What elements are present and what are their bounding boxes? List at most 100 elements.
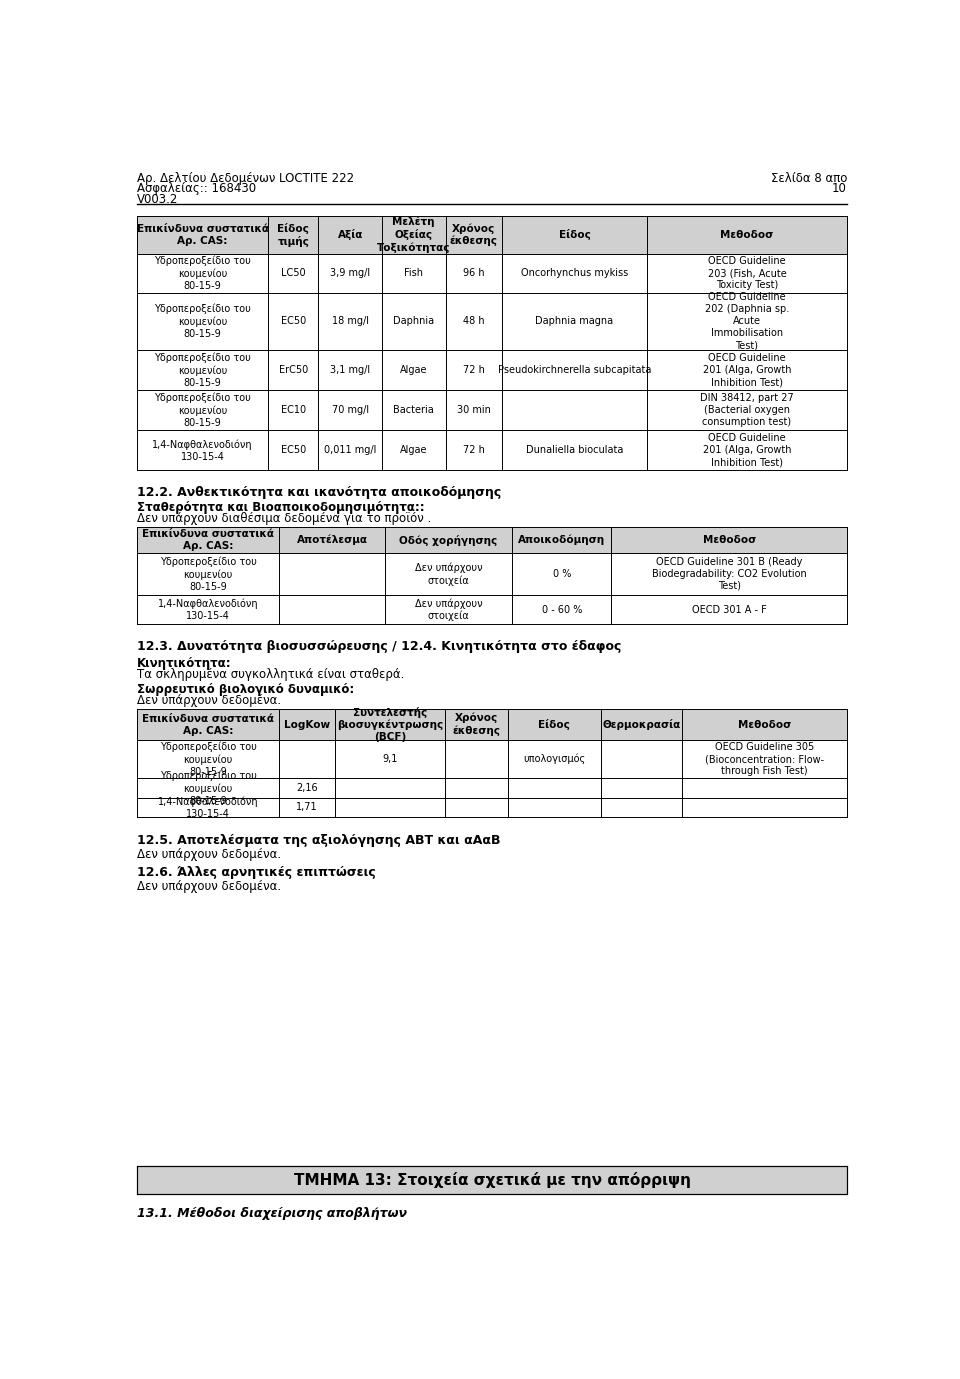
- Bar: [137, 292, 847, 350]
- Text: ΤΜΗΜΑ 13: Στοιχεία σχετικά με την απόρριψη: ΤΜΗΜΑ 13: Στοιχεία σχετικά με την απόρρι…: [294, 1172, 690, 1189]
- Bar: [137, 215, 847, 254]
- Text: Θερμοκρασία: Θερμοκρασία: [602, 718, 681, 729]
- Text: Ασφαλείας:: 168430: Ασφαλείας:: 168430: [137, 182, 256, 196]
- Text: Επικίνδυνα συστατικά
Αρ. CAS:: Επικίνδυνα συστατικά Αρ. CAS:: [142, 530, 274, 552]
- Text: 12.3. Δυνατότητα βιοσυσσώρευσης / 12.4. Κινητικότητα στο έδαφος: 12.3. Δυνατότητα βιοσυσσώρευσης / 12.4. …: [137, 640, 621, 652]
- Text: Αποτέλεσμα: Αποτέλεσμα: [297, 535, 368, 545]
- Text: 10: 10: [832, 182, 847, 196]
- Text: Algae: Algae: [400, 445, 427, 455]
- Text: OECD Guideline 305
(Bioconcentration: Flow-
through Fish Test): OECD Guideline 305 (Bioconcentration: Fl…: [705, 742, 824, 776]
- Text: Υδροπεροξείδιο του
κουμενίου
80-15-9: Υδροπεροξείδιο του κουμενίου 80-15-9: [159, 742, 256, 776]
- Text: Δεν υπάρχουν
στοιχεία: Δεν υπάρχουν στοιχεία: [415, 563, 483, 586]
- Bar: [137, 553, 847, 596]
- Text: υπολογισμός: υπολογισμός: [523, 754, 586, 764]
- Text: 12.5. Αποτελέσματα της αξιολόγησης ΑΒΤ και αΑαΒ: 12.5. Αποτελέσματα της αξιολόγησης ΑΒΤ κ…: [137, 834, 500, 847]
- Bar: [137, 797, 847, 816]
- Text: Υδροπεροξείδιο του
κουμενίου
80-15-9: Υδροπεροξείδιο του κουμενίου 80-15-9: [159, 556, 256, 592]
- Text: 3,9 mg/l: 3,9 mg/l: [330, 269, 371, 279]
- Text: Σωρρευτικό βιολογικό δυναμικό:: Σωρρευτικό βιολογικό δυναμικό:: [137, 683, 354, 696]
- Text: 1,4-Ναφθαλενοδιόνη
130-15-4: 1,4-Ναφθαλενοδιόνη 130-15-4: [153, 439, 252, 462]
- Text: Οδός χορήγησης: Οδός χορήγησης: [399, 535, 497, 546]
- Text: OECD Guideline
203 (Fish, Acute
Toxicity Test): OECD Guideline 203 (Fish, Acute Toxicity…: [708, 256, 786, 291]
- Text: LogKow: LogKow: [284, 720, 330, 729]
- Text: Είδος: Είδος: [559, 229, 590, 240]
- Text: Μεθοδοσ: Μεθοδοσ: [738, 720, 791, 729]
- Text: Daphnia magna: Daphnia magna: [536, 316, 613, 327]
- Text: Daphnia: Daphnia: [394, 316, 434, 327]
- Text: 9,1: 9,1: [382, 754, 397, 764]
- Text: LC50: LC50: [281, 269, 305, 279]
- Text: OECD Guideline
202 (Daphnia sp.
Acute
Immobilisation
Test): OECD Guideline 202 (Daphnia sp. Acute Im…: [705, 292, 789, 350]
- Text: Σελίδα 8 απο: Σελίδα 8 απο: [771, 171, 847, 185]
- Text: Χρόνος
έκθεσης: Χρόνος έκθεσης: [452, 713, 500, 736]
- Text: Αρ. Δελτίου Δεδομένων: Αρ. Δελτίου Δεδομένων: [137, 171, 276, 185]
- Text: Μεθοδοσ: Μεθοδοσ: [720, 230, 774, 240]
- Bar: [137, 350, 847, 390]
- Text: Τα σκληρυμένα συγκολλητικά είναι σταθερά.: Τα σκληρυμένα συγκολλητικά είναι σταθερά…: [137, 667, 404, 680]
- Bar: [137, 709, 847, 741]
- Text: 12.2. Ανθεκτικότητα και ικανότητα αποικοδόμησης: 12.2. Ανθεκτικότητα και ικανότητα αποικο…: [137, 485, 501, 499]
- Text: 0 - 60 %: 0 - 60 %: [541, 605, 582, 615]
- Text: Είδος: Είδος: [539, 718, 570, 729]
- Text: OECD Guideline
201 (Alga, Growth
Inhibition Test): OECD Guideline 201 (Alga, Growth Inhibit…: [703, 433, 791, 467]
- Text: 72 h: 72 h: [463, 445, 485, 455]
- Bar: [137, 430, 847, 470]
- Text: ErC50: ErC50: [278, 365, 308, 375]
- Text: Χρόνος
έκθεσης: Χρόνος έκθεσης: [450, 223, 498, 247]
- Text: Fish: Fish: [404, 269, 423, 279]
- Text: Μεθοδοσ: Μεθοδοσ: [703, 535, 756, 545]
- Text: 0 %: 0 %: [553, 570, 571, 579]
- Text: Δεν υπάρχουν δεδομένα.: Δεν υπάρχουν δεδομένα.: [137, 694, 281, 706]
- Text: EC50: EC50: [280, 445, 306, 455]
- Text: EC50: EC50: [280, 316, 306, 327]
- Text: Συντελεστής
βιοσυγκέντρωσης
(BCF): Συντελεστής βιοσυγκέντρωσης (BCF): [337, 706, 444, 742]
- Text: Pseudokirchnerella subcapitata: Pseudokirchnerella subcapitata: [498, 365, 651, 375]
- Text: Επικίνδυνα συστατικά
Αρ. CAS:: Επικίνδυνα συστατικά Αρ. CAS:: [142, 713, 274, 735]
- Text: Κινητικότητα:: Κινητικότητα:: [137, 656, 231, 670]
- Text: Μελέτη
Οξείας
Τοξικότητας: Μελέτη Οξείας Τοξικότητας: [377, 217, 450, 252]
- Text: 12.6. Άλλες αρνητικές επιπτώσεις: 12.6. Άλλες αρνητικές επιπτώσεις: [137, 866, 375, 880]
- Text: 1,71: 1,71: [297, 803, 318, 812]
- Text: Υδροπεροξείδιο του
κουμενίου
80-15-9: Υδροπεροξείδιο του κουμενίου 80-15-9: [155, 255, 251, 291]
- Text: Bacteria: Bacteria: [394, 405, 434, 415]
- Text: Επικίνδυνα συστατικά
Αρ. CAS:: Επικίνδυνα συστατικά Αρ. CAS:: [136, 223, 269, 245]
- Text: 70 mg/l: 70 mg/l: [331, 405, 369, 415]
- Text: Υδροπεροξείδιο του
κουμενίου
80-15-9: Υδροπεροξείδιο του κουμενίου 80-15-9: [155, 303, 251, 339]
- Text: Δεν υπάρχουν δεδομένα.: Δεν υπάρχουν δεδομένα.: [137, 848, 281, 860]
- Text: 13.1. Μέθοδοι διαχείρισης αποβλήτων: 13.1. Μέθοδοι διαχείρισης αποβλήτων: [137, 1207, 407, 1219]
- Text: DIN 38412, part 27
(Bacterial oxygen
consumption test): DIN 38412, part 27 (Bacterial oxygen con…: [700, 393, 794, 427]
- Text: 96 h: 96 h: [463, 269, 485, 279]
- Bar: [137, 741, 847, 778]
- Text: LOCTITE 222: LOCTITE 222: [278, 171, 354, 185]
- Text: Υδροπεροξείδιο του
κουμενίου
80-15-9: Υδροπεροξείδιο του κουμενίου 80-15-9: [159, 771, 256, 805]
- Text: 72 h: 72 h: [463, 365, 485, 375]
- Text: 48 h: 48 h: [463, 316, 485, 327]
- Bar: [137, 778, 847, 797]
- Bar: [137, 390, 847, 430]
- Text: Δεν υπάρχουν
στοιχεία: Δεν υπάρχουν στοιχεία: [415, 598, 483, 622]
- Text: 3,1 mg/l: 3,1 mg/l: [330, 365, 371, 375]
- Text: Oncorhynchus mykiss: Oncorhynchus mykiss: [521, 269, 628, 279]
- Bar: [137, 527, 847, 553]
- Text: Dunaliella bioculata: Dunaliella bioculata: [526, 445, 623, 455]
- Text: Algae: Algae: [400, 365, 427, 375]
- Bar: [137, 1167, 847, 1194]
- Text: OECD Guideline
201 (Alga, Growth
Inhibition Test): OECD Guideline 201 (Alga, Growth Inhibit…: [703, 353, 791, 387]
- Text: EC10: EC10: [280, 405, 306, 415]
- Text: Δεν υπάρχουν διαθέσιμα δεδομένα για το προϊόν .: Δεν υπάρχουν διαθέσιμα δεδομένα για το π…: [137, 512, 431, 525]
- Text: OECD Guideline 301 B (Ready
Biodegradability: CO2 Evolution
Test): OECD Guideline 301 B (Ready Biodegradabi…: [652, 557, 806, 592]
- Text: V003.2: V003.2: [137, 193, 179, 207]
- Text: OECD 301 A - F: OECD 301 A - F: [692, 605, 766, 615]
- Text: 1,4-Ναφθαλενοδιόνη
130-15-4: 1,4-Ναφθαλενοδιόνη 130-15-4: [157, 598, 258, 621]
- Bar: [137, 254, 847, 292]
- Text: Σταθερότητα και Βιοαποικοδομησιμότητα::: Σταθερότητα και Βιοαποικοδομησιμότητα::: [137, 501, 424, 514]
- Text: 0,011 mg/l: 0,011 mg/l: [324, 445, 376, 455]
- Text: Αξία: Αξία: [338, 229, 363, 240]
- Text: 1,4-Ναφθαλενοδιόνη
130-15-4: 1,4-Ναφθαλενοδιόνη 130-15-4: [157, 796, 258, 819]
- Text: 30 min: 30 min: [457, 405, 491, 415]
- Text: 2,16: 2,16: [297, 783, 318, 793]
- Text: Υδροπεροξείδιο του
κουμενίου
80-15-9: Υδροπεροξείδιο του κουμενίου 80-15-9: [155, 393, 251, 427]
- Text: Είδος
τιμής: Είδος τιμής: [277, 222, 309, 247]
- Bar: [137, 596, 847, 625]
- Text: 18 mg/l: 18 mg/l: [331, 316, 369, 327]
